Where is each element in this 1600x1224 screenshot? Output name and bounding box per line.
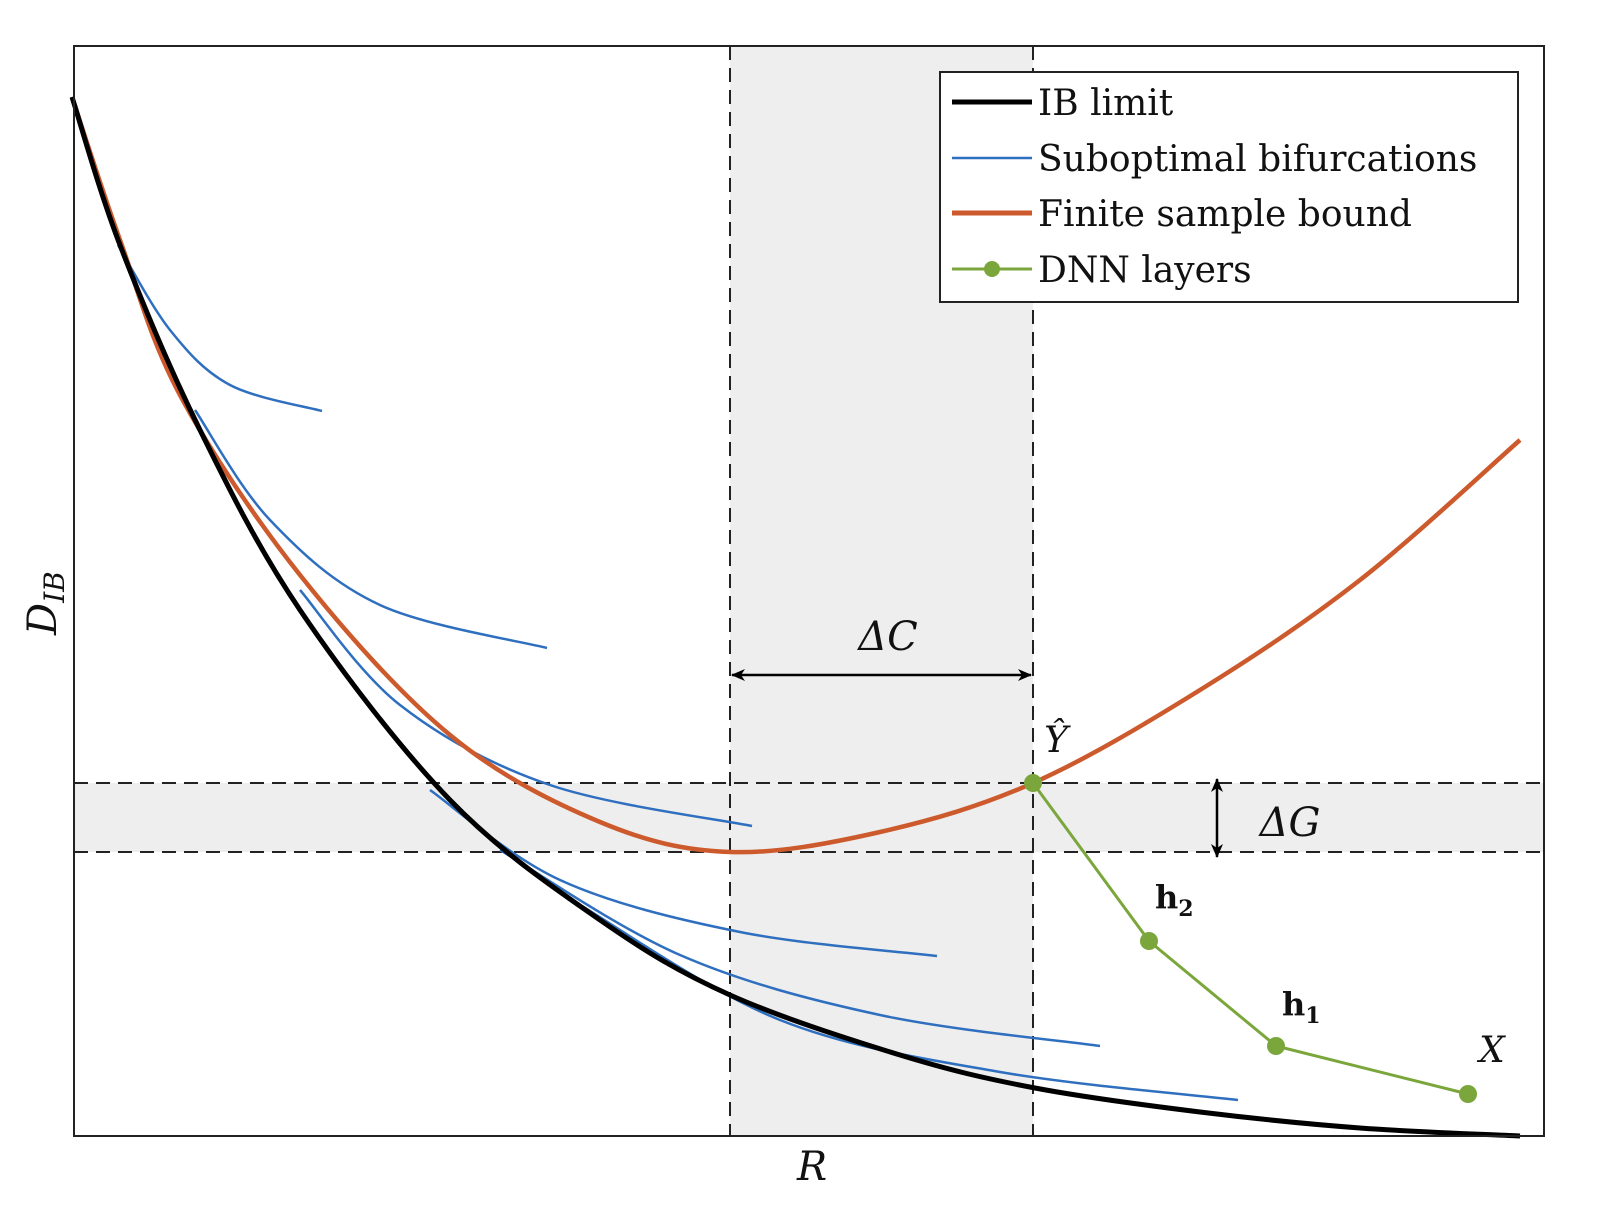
- legend-marker-dnn: [984, 261, 1000, 277]
- legend-box: [939, 71, 1519, 303]
- legend-label-finite-sample: Finite sample bound: [1038, 194, 1412, 235]
- legend: IB limit Suboptimal bifurcations Finite …: [939, 71, 1519, 303]
- dnn-layer-point-h2: [1140, 932, 1158, 950]
- legend-label-dnn: DNN layers: [1038, 250, 1252, 291]
- legend-label-suboptimal: Suboptimal bifurcations: [1038, 139, 1477, 180]
- delta-g-label: ΔG: [1258, 800, 1321, 846]
- dnn-layer-point-h1: [1267, 1037, 1285, 1055]
- delta-c-label: ΔC: [856, 614, 918, 660]
- suboptimal-bifurcation-curve-1: [116, 244, 323, 413]
- dnn-layer-point-x: [1459, 1085, 1477, 1103]
- x-axis-label: R: [796, 1144, 827, 1190]
- legend-label-ib-limit: IB limit: [1038, 83, 1174, 124]
- suboptimal-bifurcation-curve-2: [193, 409, 548, 650]
- plot-frame: [73, 45, 1545, 1137]
- y-axis-label: DIB: [20, 571, 71, 636]
- ib-limit-curve: [69, 96, 1521, 1139]
- suboptimal-bifurcation-curve-5: [499, 848, 1101, 1048]
- dnn-layers-line: [1031, 782, 1469, 1096]
- h2-label: h2: [1155, 878, 1194, 922]
- x-label: X: [1476, 1030, 1506, 1071]
- y-hat-label: Ŷ: [1044, 719, 1071, 761]
- delta-g-band: [74, 783, 1544, 852]
- finite-sample-bound-curve: [69, 96, 1522, 855]
- dnn-layer-point-y-hat: [1024, 774, 1042, 792]
- h1-label: h1: [1282, 985, 1321, 1029]
